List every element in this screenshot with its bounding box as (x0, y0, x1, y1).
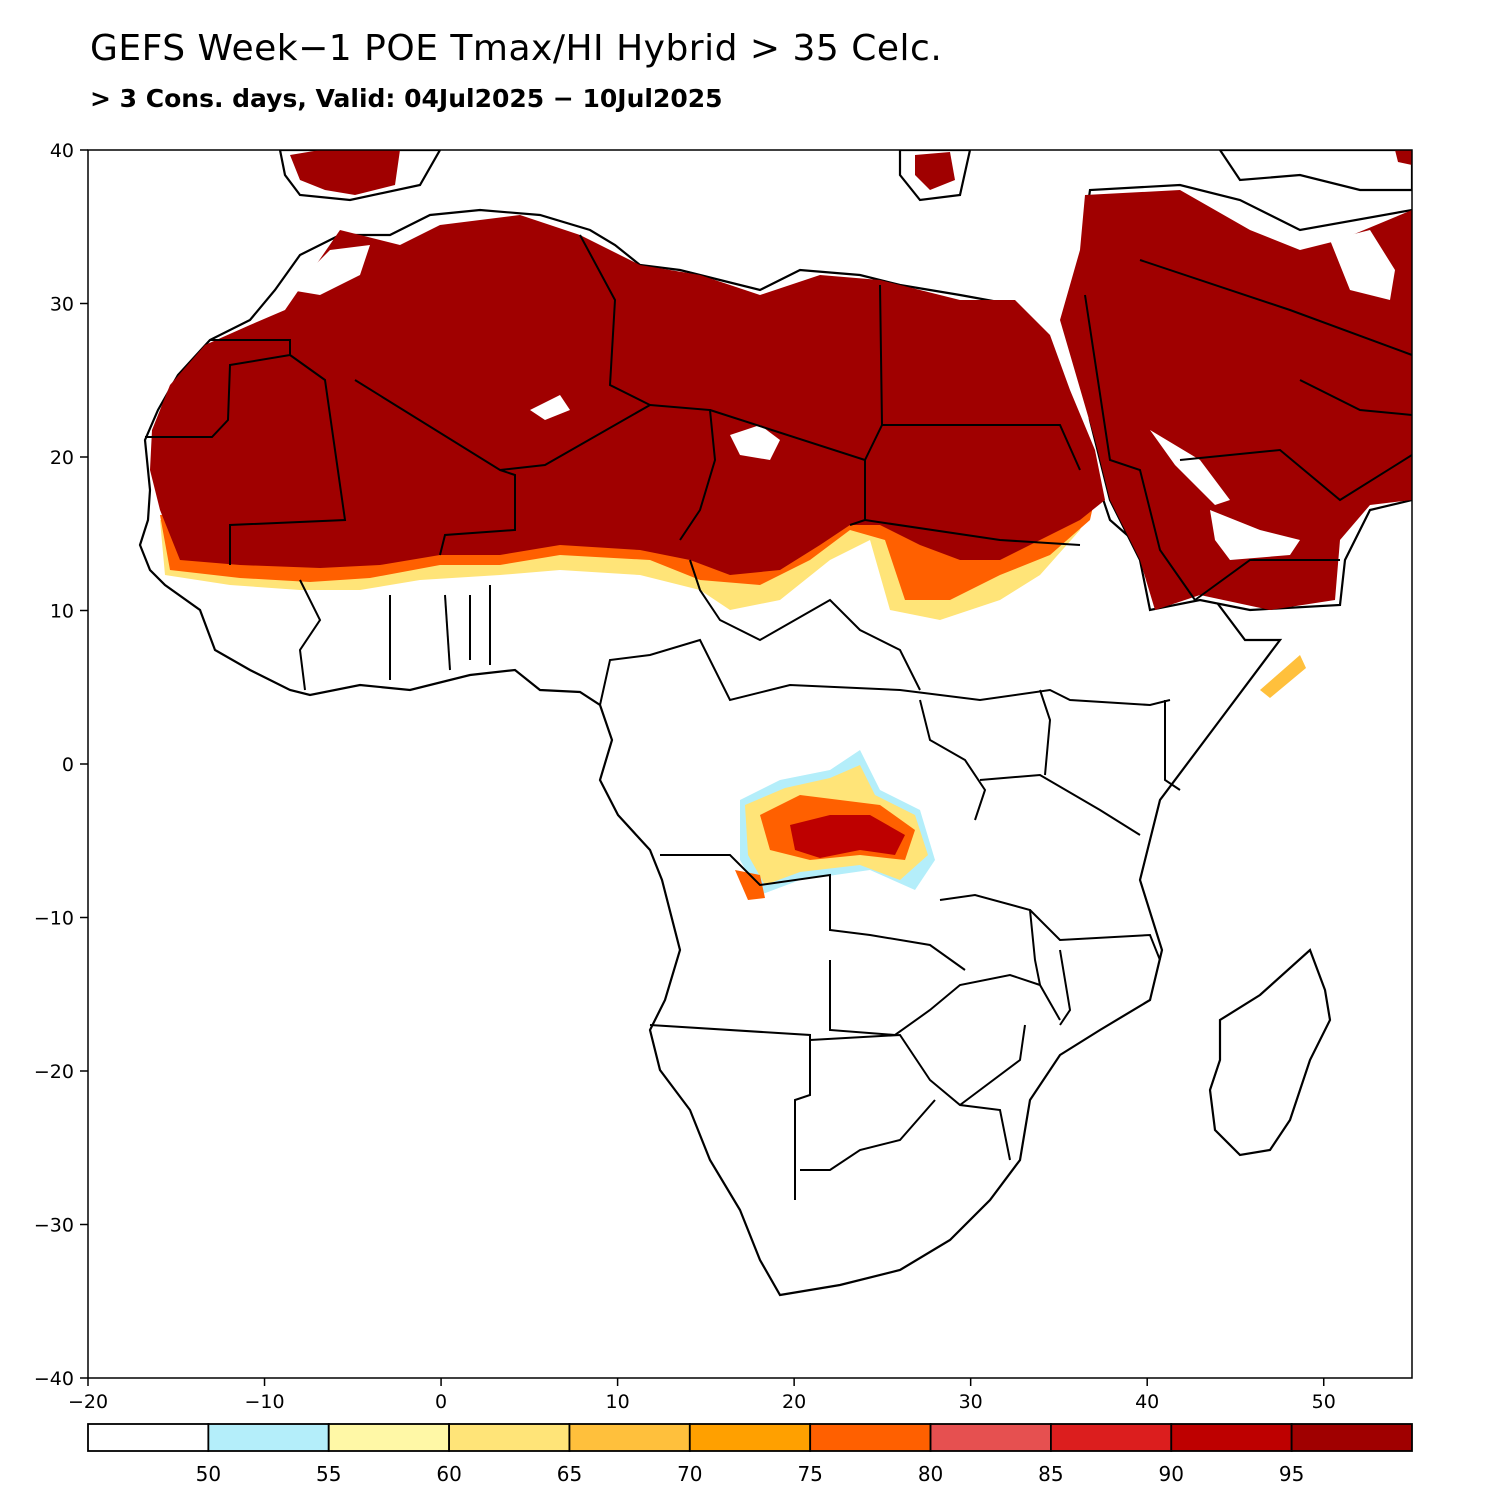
greece-max-fill (915, 152, 955, 190)
colorbar-swatch (207, 1423, 330, 1452)
colorbar-swatch (1290, 1423, 1413, 1452)
angola-patch (735, 870, 765, 900)
colorbar-swatch (448, 1423, 571, 1452)
lon-tick-label: 10 (606, 1391, 630, 1413)
colorbar-swatch (1170, 1423, 1293, 1452)
congo-core (790, 815, 905, 858)
chart-title: GEFS Week−1 POE Tmax/HI Hybrid > 35 Celc… (90, 28, 943, 69)
colorbar-swatch (688, 1423, 812, 1452)
probability-shading (150, 150, 1412, 900)
lat-tick-label: −20 (34, 1061, 74, 1083)
colorbar-label: 70 (677, 1462, 702, 1486)
europe-max-fill (290, 150, 400, 195)
lat-tick-label: 10 (50, 601, 74, 623)
colorbar-swatch (1050, 1423, 1173, 1452)
anatolia-land (1218, 150, 1412, 192)
lon-tick-label: 50 (1312, 1391, 1336, 1413)
madagascar-land (1208, 948, 1332, 1157)
colorbar-swatch (327, 1423, 450, 1452)
lat-tick-label: −30 (34, 1215, 74, 1237)
colorbar-swatch (87, 1423, 210, 1452)
iran-gap (1330, 230, 1395, 300)
country-borders (145, 234, 1412, 1200)
lon-tick-label: −10 (244, 1391, 284, 1413)
arabia-gap-2 (1210, 510, 1300, 560)
colorbar-label: 50 (196, 1462, 221, 1486)
lon-tick-label: 0 (435, 1391, 447, 1413)
colorbar-label: 75 (797, 1462, 822, 1486)
colorbar-label: 85 (1038, 1462, 1063, 1486)
lat-tick-label: 0 (62, 754, 74, 776)
lon-tick-label: −20 (68, 1391, 108, 1413)
colorbar-swatch (568, 1423, 691, 1452)
colorbar-label: 90 (1159, 1462, 1184, 1486)
sahara-gap-1 (530, 395, 570, 420)
longitude-axis: −20 −10 0 10 20 30 40 50 (68, 1378, 1336, 1413)
lat-tick-label: −10 (34, 908, 74, 930)
lat-tick-label: −40 (34, 1368, 74, 1390)
sahara-max-fill (150, 215, 1105, 575)
colorbar-swatch (929, 1423, 1052, 1452)
lon-tick-label: 30 (959, 1391, 983, 1413)
colorbar: 50 55 60 65 70 75 80 85 90 95 (87, 1423, 1413, 1486)
colorbar-label: 60 (436, 1462, 461, 1486)
sahara-gap-2 (730, 425, 780, 460)
latitude-axis: 40 30 20 10 0 −10 −20 −30 −40 (34, 140, 88, 1390)
lat-tick-label: 30 (50, 294, 74, 316)
colorbar-label: 55 (316, 1462, 341, 1486)
colorbar-label: 80 (918, 1462, 943, 1486)
arabia-gap-1 (1150, 430, 1230, 505)
colorbar-label: 95 (1279, 1462, 1304, 1486)
lat-tick-label: 40 (50, 140, 74, 162)
chart-subtitle: > 3 Cons. days, Valid: 04Jul2025 − 10Jul… (90, 84, 723, 113)
somalia-patch (1260, 655, 1306, 698)
lon-tick-label: 40 (1135, 1391, 1159, 1413)
morocco-gap (290, 245, 370, 295)
colorbar-swatch (809, 1423, 932, 1452)
turkey-max-fill (1395, 150, 1412, 165)
map-area (138, 150, 1412, 1297)
lat-tick-label: 20 (50, 447, 74, 469)
colorbar-label: 65 (557, 1462, 582, 1486)
lon-tick-label: 20 (782, 1391, 806, 1413)
